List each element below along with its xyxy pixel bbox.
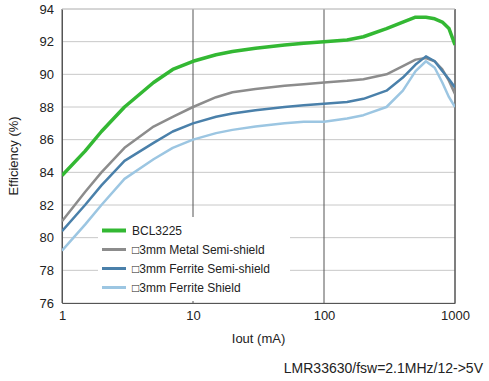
legend-label: □3mm Metal Semi-shield [132,243,265,257]
grid-line [62,9,455,10]
annotation: LMR33630/fsw=2.1MHz/12->5V [284,360,484,376]
y-axis: 76 78 80 82 84 86 88 90 92 94 [40,2,63,311]
legend-swatch [102,267,126,270]
y-tick-label: 82 [40,198,54,213]
y-tick: 90 [40,67,62,82]
x-axis: 1 10 100 1000 [59,303,470,323]
frame [62,9,455,10]
grid-line [455,9,456,303]
y-tick: 88 [40,100,62,115]
x-axis-line [63,303,456,304]
legend-label: □3mm Ferrite Shield [132,281,241,295]
y-tick-label: 76 [40,296,54,311]
legend-swatch [102,229,126,233]
legend-label: BCL3225 [132,224,182,238]
chart: 1 10 100 1000 76 78 80 82 84 86 88 90 92 94 BCL3225 □3m… [0,0,489,381]
legend: BCL3225 □3mm Metal Semi-shield □3mm Ferrit… [98,217,290,301]
x-tick-label: 100 [314,308,336,323]
x-tick: 1 [59,303,66,323]
y-tick-label: 84 [40,165,54,180]
y-tick: 82 [40,198,62,213]
y-tick-label: 88 [40,100,54,115]
y-tick-label: 86 [40,132,54,147]
series-line [62,56,455,231]
y-tick-label: 80 [40,230,54,245]
y-tick: 94 [40,2,62,17]
grid [62,9,455,303]
x-tick: 100 [314,303,336,323]
y-axis-title: Efficiency (%) [6,116,21,195]
y-tick-label: 94 [40,2,54,17]
legend-swatch [102,286,126,289]
plot: 1 10 100 1000 76 78 80 82 84 86 88 90 92 94 BCL3225 □3m… [40,2,470,324]
grid-line [62,303,455,304]
x-tick-label: 1 [59,308,66,323]
grid-line [62,74,455,75]
y-tick: 86 [40,132,62,147]
y-tick-label: 90 [40,67,54,82]
series-group [62,17,455,251]
y-tick: 76 [40,296,62,311]
grid-line [62,41,455,42]
grid-line [324,9,325,303]
x-axis-title: Iout (mA) [232,331,285,346]
y-tick-label: 92 [40,34,54,49]
grid-line [62,139,455,140]
x-tick-label: 1000 [441,308,470,323]
y-axis-line [62,10,63,304]
legend-label: □3mm Ferrite Semi-shield [132,262,270,276]
grid-line [62,107,455,108]
y-tick-label: 78 [40,263,54,278]
grid-line [62,205,455,206]
grid-line [62,172,455,173]
frame [455,9,456,303]
legend-box [98,217,290,301]
grid-line [62,9,63,303]
x-tick: 1000 [441,303,470,323]
y-tick: 80 [40,230,62,245]
legend-swatch [102,248,126,251]
x-tick: 10 [186,303,200,323]
y-tick: 78 [40,263,62,278]
y-tick: 84 [40,165,62,180]
x-tick-label: 10 [186,308,200,323]
y-tick: 92 [40,34,62,49]
